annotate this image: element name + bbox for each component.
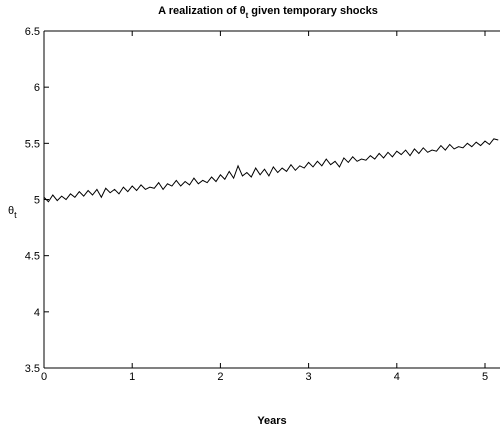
title-part: given temporary shocks xyxy=(248,5,378,17)
title-subscript: t xyxy=(246,11,249,20)
y-tick-label: 4 xyxy=(34,307,40,319)
y-label-subscript: t xyxy=(14,210,17,220)
y-tick-label: 5 xyxy=(34,195,40,207)
plot-area: 3.5 4 4.5 5 5.5 6 6.5 0 1 2 3 4 5 xyxy=(25,26,500,383)
x-tick-label: 1 xyxy=(129,371,135,383)
data-line xyxy=(43,138,499,203)
chart-title: A realization of θt given temporary shoc… xyxy=(158,5,378,20)
title-part: A realization of θ xyxy=(158,5,245,17)
x-axis-label: Years xyxy=(257,415,286,427)
x-tick-label: 2 xyxy=(217,371,223,383)
x-tick-label: 4 xyxy=(394,371,400,383)
y-tick-label: 3.5 xyxy=(25,363,40,375)
y-axis-label: θt xyxy=(8,205,17,220)
x-tick-label: 3 xyxy=(306,371,312,383)
y-tick-label: 5.5 xyxy=(25,138,40,150)
x-tick-label: 5 xyxy=(482,371,488,383)
y-tick-label: 6.5 xyxy=(25,26,40,38)
y-tick-label: 4.5 xyxy=(25,251,40,263)
y-label-part: θ xyxy=(8,205,14,217)
y-tick-label: 6 xyxy=(34,82,40,94)
x-tick-label: 0 xyxy=(41,371,47,383)
